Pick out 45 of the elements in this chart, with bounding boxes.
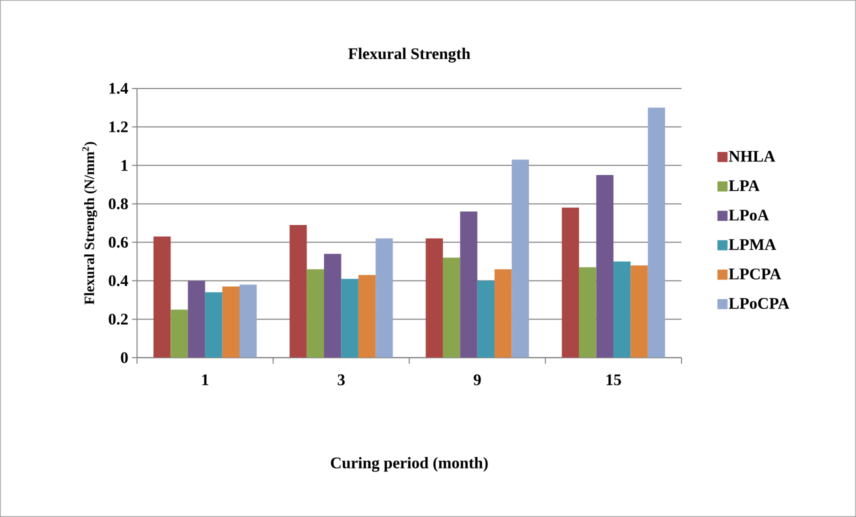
- legend-label: NHLA: [728, 150, 776, 162]
- bar: [290, 224, 307, 358]
- y-tick-label: 0.6: [108, 236, 128, 248]
- legend-label: LPoCPA: [728, 298, 790, 309]
- legend-label: LPMA: [728, 239, 776, 250]
- bar: [153, 236, 171, 358]
- bar: [376, 238, 393, 358]
- bar: [188, 280, 206, 358]
- x-tick-label: 15: [606, 374, 621, 386]
- x-axis-title: Curing period (month): [330, 457, 488, 472]
- bar: [442, 258, 460, 358]
- y-tick-label: 0.4: [108, 275, 128, 286]
- y-tick-label: 0.8: [108, 198, 128, 210]
- y-tick-label: 0: [120, 352, 128, 364]
- bar: [613, 262, 631, 358]
- x-tick-label: 1: [202, 374, 208, 386]
- chart-title: Flexural Strength: [348, 48, 470, 63]
- y-axis-title: Flexural Strength (N/mm$^{2}$): [82, 142, 98, 305]
- bar: [562, 208, 580, 358]
- bar: [205, 292, 222, 358]
- legend-label: LPA: [728, 180, 760, 192]
- legend-label: LPoA: [728, 210, 769, 221]
- bar: [494, 269, 512, 358]
- bar: [426, 238, 443, 358]
- bar: [648, 108, 666, 358]
- bar: [512, 160, 529, 358]
- y-tick-label: 1.2: [109, 121, 128, 132]
- bar: [306, 269, 324, 358]
- bar: [222, 286, 240, 358]
- bar: [240, 284, 257, 358]
- bar: [579, 267, 596, 358]
- y-tick-label: 0.2: [108, 314, 128, 325]
- bar: [460, 212, 478, 358]
- bar: [341, 278, 358, 358]
- x-tick-label: 9: [474, 374, 481, 386]
- bar: [596, 174, 614, 358]
- bar: [630, 265, 648, 358]
- y-tick-label: 1: [122, 160, 128, 171]
- bar: [358, 274, 376, 358]
- x-tick-label: 3: [338, 374, 345, 386]
- y-tick-label: 1.4: [109, 83, 128, 94]
- bar: [324, 254, 342, 358]
- bar: [477, 280, 495, 358]
- bar: [170, 310, 188, 358]
- legend-label: LPCPA: [728, 268, 782, 280]
